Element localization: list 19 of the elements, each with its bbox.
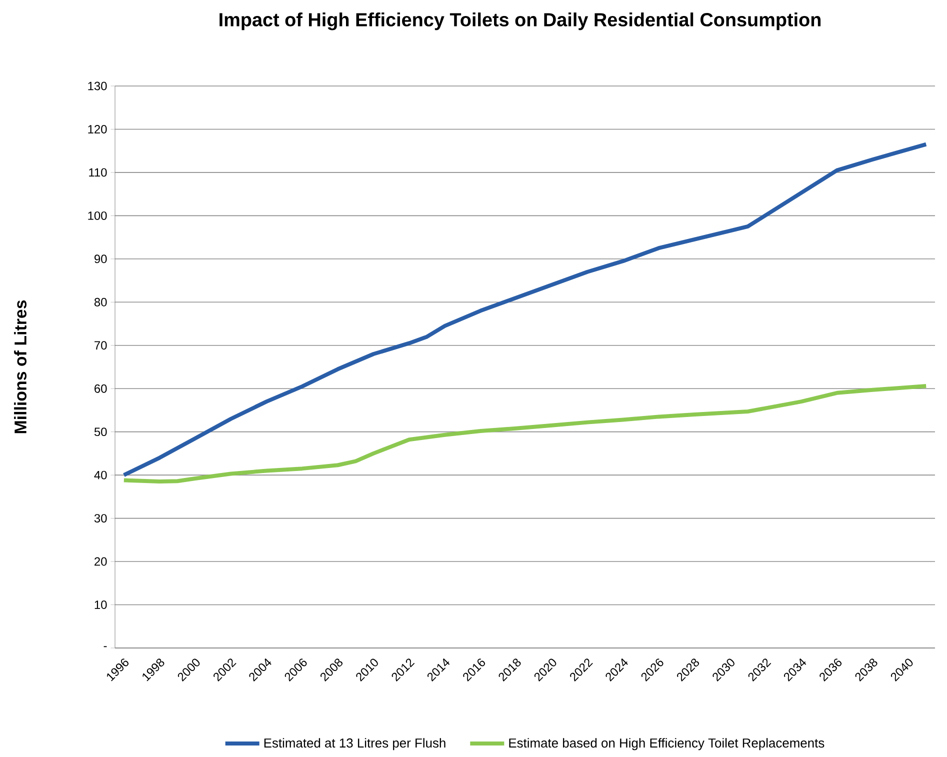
y-tick-label: 120 [88, 124, 107, 134]
y-tick-label: 50 [94, 428, 107, 436]
y-tick-label: 60 [94, 384, 107, 393]
y-tick-label: 80 [94, 298, 107, 306]
legend-label: Estimated at 13 Litres per Flush [264, 738, 446, 750]
y-tick-label: 40 [94, 470, 107, 480]
y-tick-label: 90 [94, 254, 107, 264]
y-tick-label: 130 [88, 82, 107, 90]
y-tick-label: 100 [88, 211, 107, 220]
y-tick-label: 20 [94, 557, 107, 566]
y-tick-label: 30 [94, 514, 107, 523]
y-tick-label: - [104, 646, 107, 648]
y-tick-label: 70 [94, 341, 107, 350]
line-series [122, 384, 928, 484]
legend-label: Estimate based on High Efficiency Toilet Replacements [509, 738, 824, 750]
y-tick-label: 110 [89, 168, 107, 177]
y-axis-title: Millions of Litres [14, 300, 26, 434]
chart-title: Impact of High Efficiency Toilets on Daily Residential Consumption [220, 12, 821, 30]
y-tick-label: 10 [94, 600, 107, 609]
